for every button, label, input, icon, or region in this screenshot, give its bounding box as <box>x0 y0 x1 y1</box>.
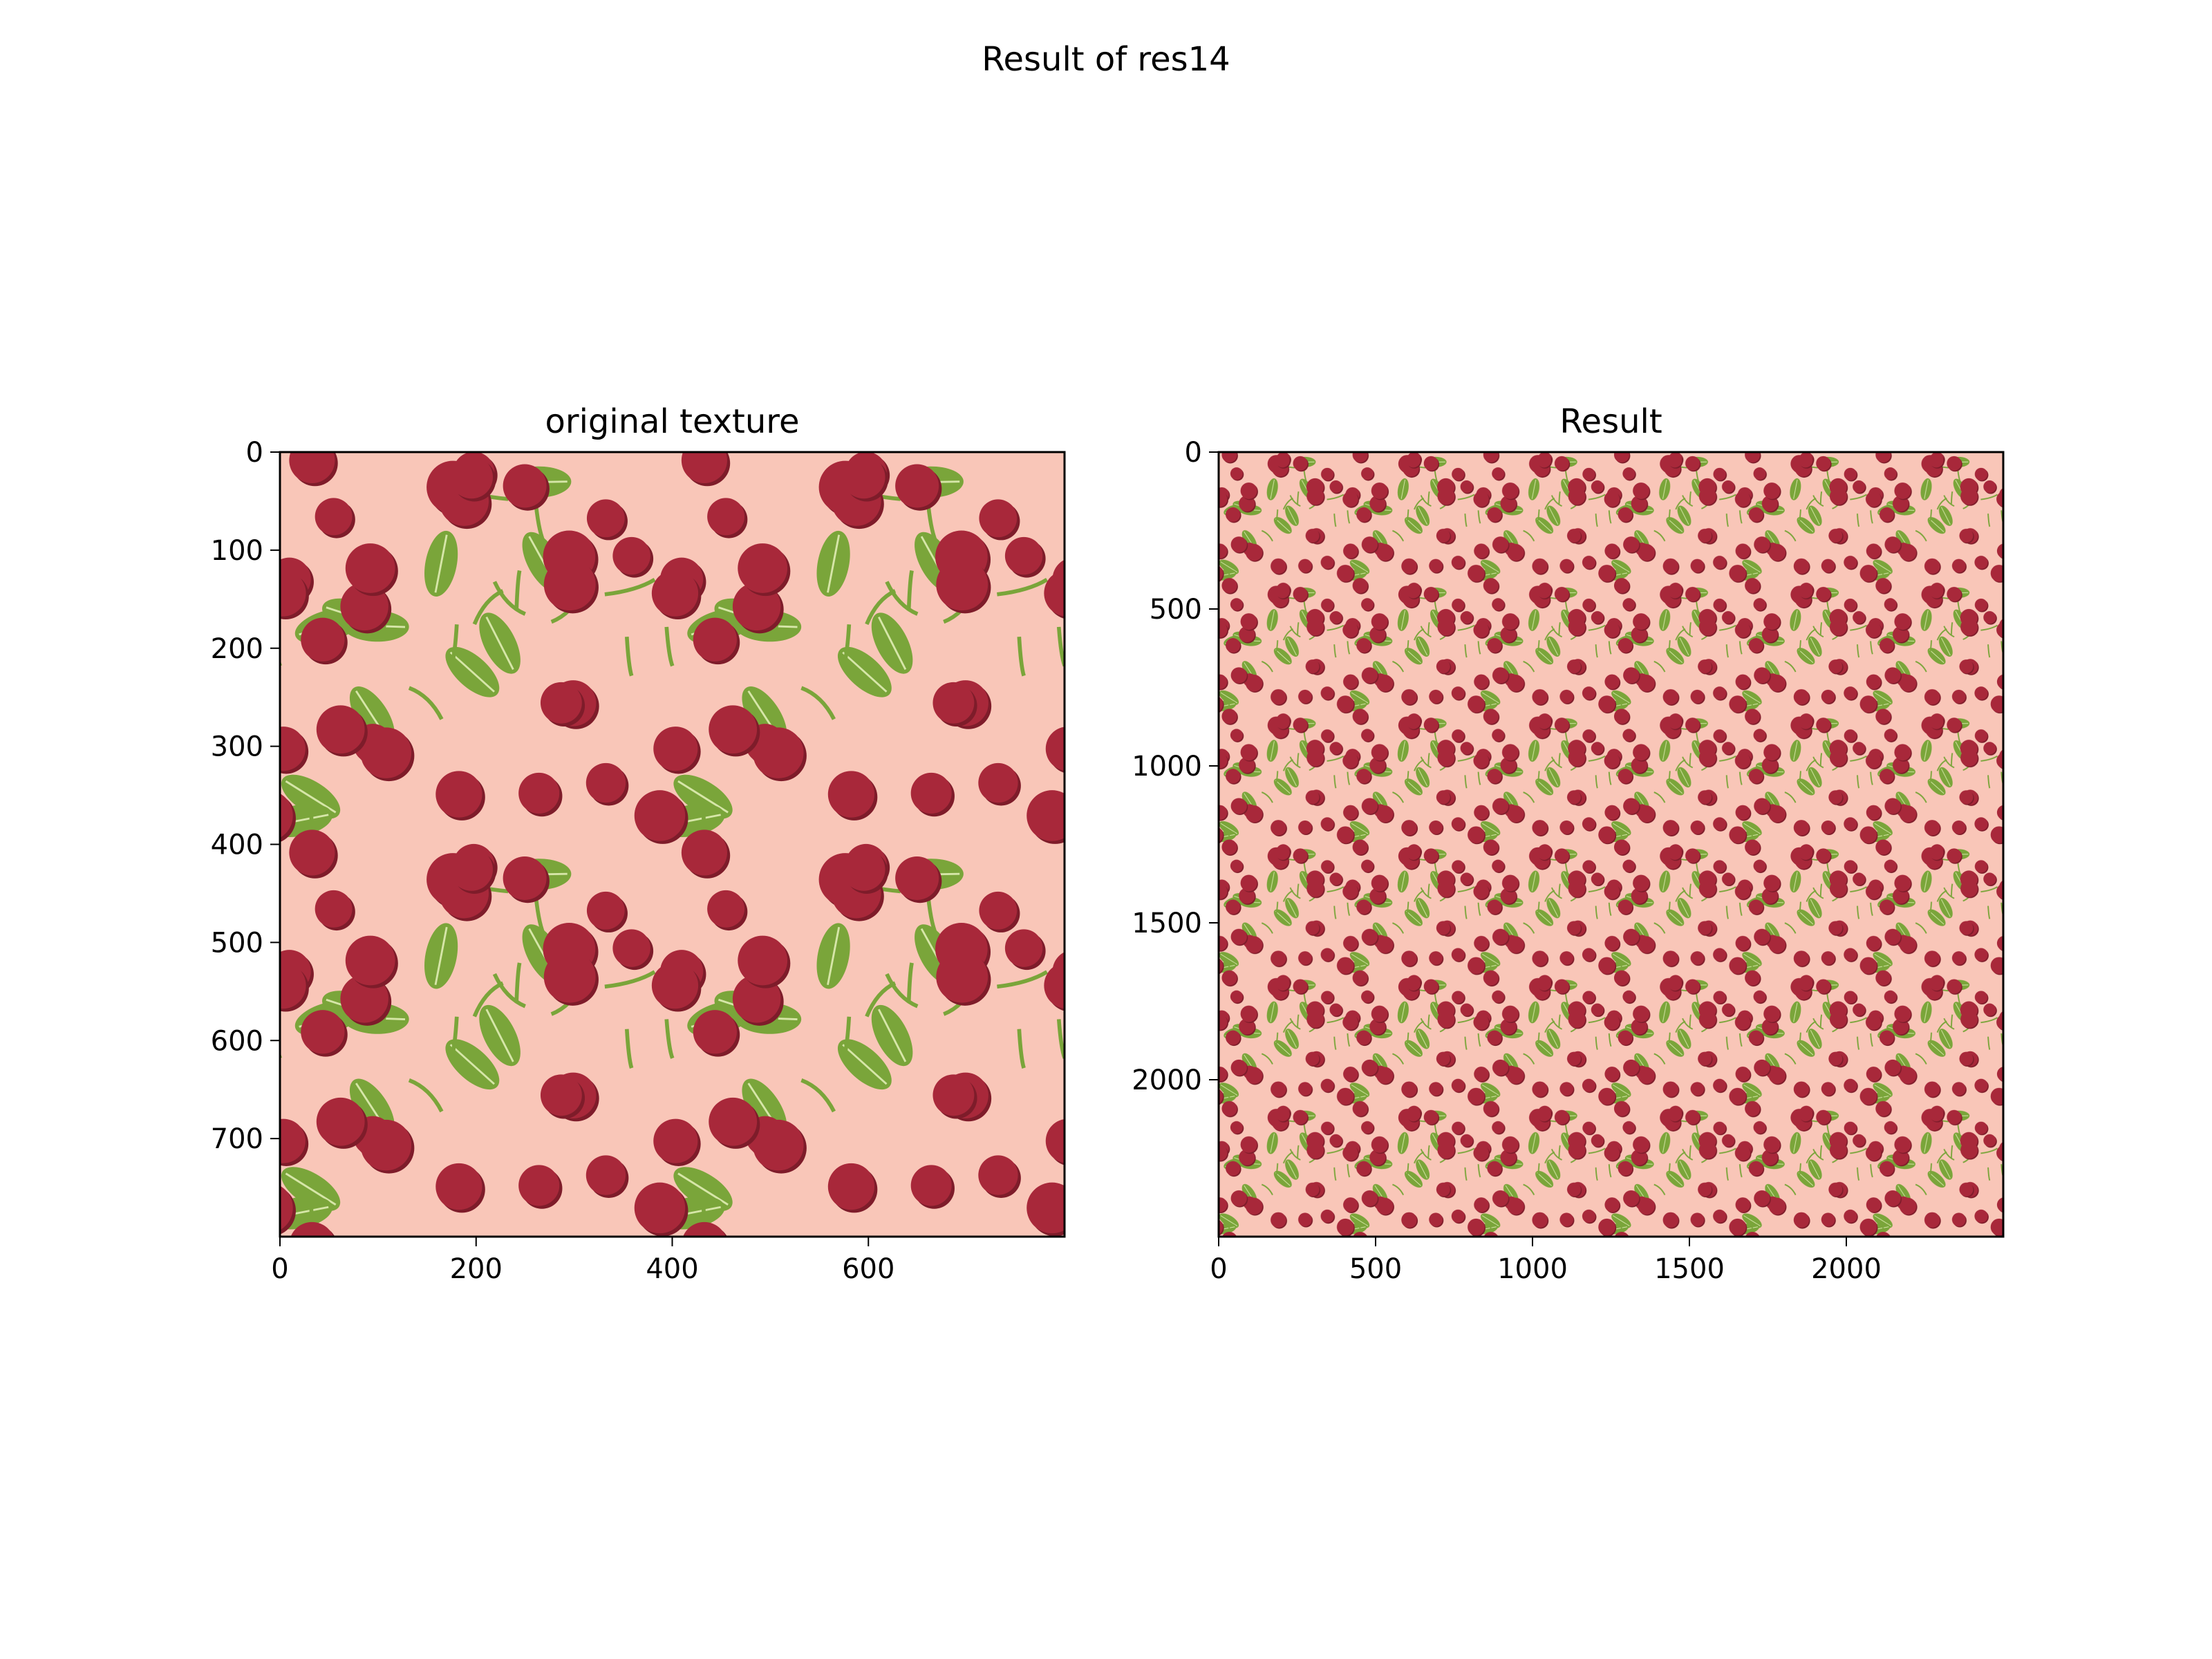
axes-title: original texture <box>545 402 799 441</box>
x-tick-label: 600 <box>842 1253 894 1285</box>
x-tick-label: 1500 <box>1654 1253 1725 1285</box>
axes-frame <box>1217 451 2005 1238</box>
y-tick-label: 500 <box>211 927 263 959</box>
y-tick-label: 700 <box>211 1123 263 1155</box>
y-tick-label: 100 <box>211 535 263 567</box>
y-tick-label: 2000 <box>1132 1065 1202 1096</box>
y-tick-label: 200 <box>211 633 263 665</box>
x-tick-label: 0 <box>271 1253 288 1285</box>
texture-image <box>280 452 1065 1237</box>
x-tick-label: 2000 <box>1811 1253 1882 1285</box>
x-tick-label: 1000 <box>1497 1253 1568 1285</box>
y-tick-label: 1500 <box>1132 908 1202 939</box>
x-tick-label: 500 <box>1349 1253 1402 1285</box>
x-tick-label: 0 <box>1210 1253 1227 1285</box>
y-tick-label: 500 <box>1150 594 1202 626</box>
y-tick-label: 1000 <box>1132 751 1202 782</box>
texture-image <box>1219 452 2003 1237</box>
y-tick-label: 400 <box>211 830 263 861</box>
y-tick-label: 0 <box>1185 437 1202 469</box>
axes-result: Result 0 500 1000 1500 2000 0 500 1000 1500 2000 <box>1132 402 2005 1285</box>
axes-title: Result <box>1559 402 1662 441</box>
y-tick-label: 0 <box>246 437 263 469</box>
figure-suptitle: Result of res14 <box>982 40 1230 79</box>
y-tick-label: 300 <box>211 731 263 763</box>
axes-original-texture: original texture 0 200 400 600 0 100 200 300 400 5… <box>211 402 1066 1285</box>
x-tick-label: 200 <box>450 1253 503 1285</box>
x-tick-label: 400 <box>646 1253 698 1285</box>
y-tick-label: 600 <box>211 1025 263 1057</box>
